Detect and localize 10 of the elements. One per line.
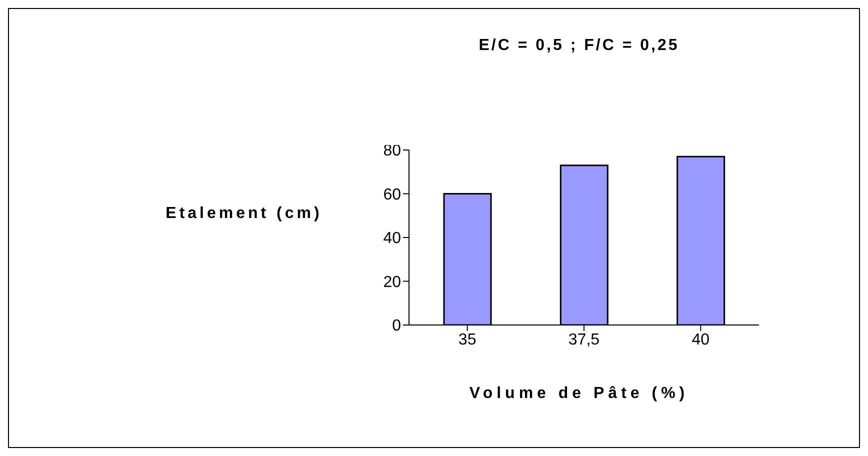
x-tick-label: 40 — [692, 331, 710, 348]
y-tick-label: 20 — [383, 274, 402, 291]
chart-title: E/C = 0,5 ; F/C = 0,25 — [478, 37, 680, 55]
y-axis-title: Etalement (cm) — [164, 204, 324, 224]
x-tick-label: 37,5 — [568, 331, 600, 348]
x-axis-title: Volume de Pâte (%) — [468, 385, 690, 403]
y-tick-label: 60 — [383, 186, 402, 204]
x-tick-label: 35 — [458, 331, 476, 348]
y-tick-label: 40 — [383, 230, 402, 248]
y-tick-label: 0 — [392, 318, 402, 335]
